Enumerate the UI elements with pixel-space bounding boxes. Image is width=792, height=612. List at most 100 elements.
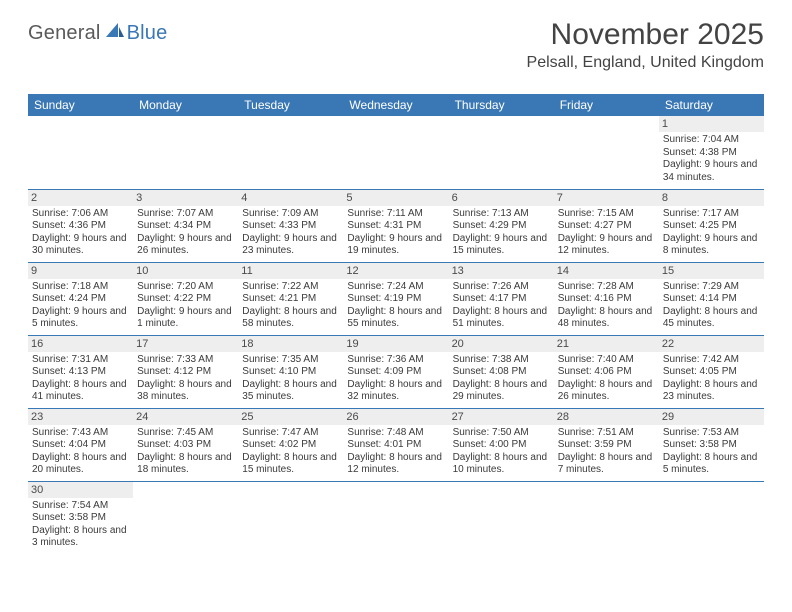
day-number: 17 [133, 336, 238, 352]
logo-text-general: General [28, 22, 101, 45]
sunset-text: Sunset: 4:34 PM [137, 220, 234, 233]
day-info: Sunrise: 7:53 AMSunset: 3:58 PMDaylight:… [663, 427, 760, 477]
calendar-day-cell [28, 116, 133, 189]
calendar-day-cell: 28 Sunrise: 7:51 AMSunset: 3:59 PMDayligh… [554, 408, 659, 481]
sunset-text: Sunset: 4:12 PM [137, 366, 234, 379]
weekday-header: Thursday [449, 94, 554, 116]
day-number: 28 [554, 409, 659, 425]
day-info: Sunrise: 7:15 AMSunset: 4:27 PMDaylight:… [558, 208, 655, 258]
sunset-text: Sunset: 4:33 PM [242, 220, 339, 233]
day-number: 12 [343, 263, 448, 279]
day-info: Sunrise: 7:51 AMSunset: 3:59 PMDaylight:… [558, 427, 655, 477]
sunrise-text: Sunrise: 7:50 AM [453, 427, 550, 440]
day-number: 22 [659, 336, 764, 352]
logo: General Blue [28, 22, 167, 45]
day-info: Sunrise: 7:48 AMSunset: 4:01 PMDaylight:… [347, 427, 444, 477]
day-info: Sunrise: 7:28 AMSunset: 4:16 PMDaylight:… [558, 281, 655, 331]
daylight-text: Daylight: 8 hours and 5 minutes. [663, 452, 760, 477]
day-info: Sunrise: 7:38 AMSunset: 4:08 PMDaylight:… [453, 354, 550, 404]
sunset-text: Sunset: 4:02 PM [242, 439, 339, 452]
day-number: 1 [659, 116, 764, 132]
sunrise-text: Sunrise: 7:20 AM [137, 281, 234, 294]
calendar-day-cell: 3Sunrise: 7:07 AMSunset: 4:34 PMDaylight… [133, 189, 238, 262]
calendar-day-cell: 8Sunrise: 7:17 AMSunset: 4:25 PMDaylight… [659, 189, 764, 262]
sunrise-text: Sunrise: 7:40 AM [558, 354, 655, 367]
sunset-text: Sunset: 4:03 PM [137, 439, 234, 452]
weekday-header-row: Sunday Monday Tuesday Wednesday Thursday… [28, 94, 764, 116]
calendar-page: General Blue November 2025 Pelsall, Engl… [0, 0, 792, 554]
weekday-header: Wednesday [343, 94, 448, 116]
sunset-text: Sunset: 4:10 PM [242, 366, 339, 379]
daylight-text: Daylight: 8 hours and 23 minutes. [663, 379, 760, 404]
daylight-text: Daylight: 9 hours and 5 minutes. [32, 306, 129, 331]
calendar-day-cell: 2Sunrise: 7:06 AMSunset: 4:36 PMDaylight… [28, 189, 133, 262]
calendar-day-cell: 24 Sunrise: 7:45 AMSunset: 4:03 PMDayligh… [133, 408, 238, 481]
title-block: November 2025 Pelsall, England, United K… [527, 18, 764, 72]
sunset-text: Sunset: 4:13 PM [32, 366, 129, 379]
daylight-text: Daylight: 8 hours and 58 minutes. [242, 306, 339, 331]
calendar-day-cell: 1 Sunrise: 7:04 AMSunset: 4:38 PMDaylight… [659, 116, 764, 189]
sunset-text: Sunset: 4:19 PM [347, 293, 444, 306]
daylight-text: Daylight: 8 hours and 3 minutes. [32, 525, 129, 550]
day-info: Sunrise: 7:24 AMSunset: 4:19 PMDaylight:… [347, 281, 444, 331]
day-info: Sunrise: 7:47 AMSunset: 4:02 PMDaylight:… [242, 427, 339, 477]
calendar-day-cell: 23Sunrise: 7:43 AMSunset: 4:04 PMDayligh… [28, 408, 133, 481]
sunset-text: Sunset: 4:04 PM [32, 439, 129, 452]
daylight-text: Daylight: 9 hours and 1 minute. [137, 306, 234, 331]
sunrise-text: Sunrise: 7:07 AM [137, 208, 234, 221]
day-number: 25 [238, 409, 343, 425]
day-number: 21 [554, 336, 659, 352]
sunrise-text: Sunrise: 7:13 AM [453, 208, 550, 221]
sunset-text: Sunset: 4:24 PM [32, 293, 129, 306]
weekday-header: Saturday [659, 94, 764, 116]
day-number: 24 [133, 409, 238, 425]
day-info: Sunrise: 7:35 AMSunset: 4:10 PMDaylight:… [242, 354, 339, 404]
day-info: Sunrise: 7:40 AMSunset: 4:06 PMDaylight:… [558, 354, 655, 404]
day-number: 13 [449, 263, 554, 279]
calendar-day-cell: 13Sunrise: 7:26 AMSunset: 4:17 PMDayligh… [449, 262, 554, 335]
sunrise-text: Sunrise: 7:26 AM [453, 281, 550, 294]
calendar-day-cell: 26Sunrise: 7:48 AMSunset: 4:01 PMDayligh… [343, 408, 448, 481]
daylight-text: Daylight: 8 hours and 48 minutes. [558, 306, 655, 331]
calendar-day-cell [449, 116, 554, 189]
sunset-text: Sunset: 4:31 PM [347, 220, 444, 233]
calendar-day-cell [133, 116, 238, 189]
daylight-text: Daylight: 8 hours and 55 minutes. [347, 306, 444, 331]
sunrise-text: Sunrise: 7:28 AM [558, 281, 655, 294]
sunset-text: Sunset: 4:38 PM [663, 147, 760, 160]
sunrise-text: Sunrise: 7:35 AM [242, 354, 339, 367]
calendar-day-cell [554, 481, 659, 554]
daylight-text: Daylight: 9 hours and 8 minutes. [663, 233, 760, 258]
calendar-day-cell: 25 Sunrise: 7:47 AMSunset: 4:02 PMDayligh… [238, 408, 343, 481]
header-row: General Blue November 2025 Pelsall, Engl… [28, 18, 764, 88]
day-info: Sunrise: 7:06 AMSunset: 4:36 PMDaylight:… [32, 208, 129, 258]
calendar-day-cell [238, 481, 343, 554]
calendar-day-cell: 16Sunrise: 7:31 AMSunset: 4:13 PMDayligh… [28, 335, 133, 408]
day-number: 27 [449, 409, 554, 425]
daylight-text: Daylight: 9 hours and 34 minutes. [663, 159, 760, 184]
daylight-text: Daylight: 8 hours and 51 minutes. [453, 306, 550, 331]
sunset-text: Sunset: 3:59 PM [558, 439, 655, 452]
sunrise-text: Sunrise: 7:53 AM [663, 427, 760, 440]
calendar-week-row: 2Sunrise: 7:06 AMSunset: 4:36 PMDaylight… [28, 189, 764, 262]
sail-icon [105, 22, 125, 45]
calendar-day-cell [554, 116, 659, 189]
day-info: Sunrise: 7:31 AMSunset: 4:13 PMDaylight:… [32, 354, 129, 404]
calendar-day-cell [343, 481, 448, 554]
sunset-text: Sunset: 4:25 PM [663, 220, 760, 233]
sunset-text: Sunset: 4:29 PM [453, 220, 550, 233]
day-info: Sunrise: 7:18 AMSunset: 4:24 PMDaylight:… [32, 281, 129, 331]
daylight-text: Daylight: 8 hours and 35 minutes. [242, 379, 339, 404]
day-info: Sunrise: 7:54 AMSunset: 3:58 PMDaylight:… [32, 500, 129, 550]
daylight-text: Daylight: 8 hours and 12 minutes. [347, 452, 444, 477]
daylight-text: Daylight: 9 hours and 12 minutes. [558, 233, 655, 258]
day-info: Sunrise: 7:43 AMSunset: 4:04 PMDaylight:… [32, 427, 129, 477]
calendar-day-cell: 10Sunrise: 7:20 AMSunset: 4:22 PMDayligh… [133, 262, 238, 335]
day-info: Sunrise: 7:04 AMSunset: 4:38 PMDaylight:… [663, 134, 760, 184]
day-info: Sunrise: 7:50 AMSunset: 4:00 PMDaylight:… [453, 427, 550, 477]
daylight-text: Daylight: 8 hours and 38 minutes. [137, 379, 234, 404]
day-number: 3 [133, 190, 238, 206]
sunrise-text: Sunrise: 7:36 AM [347, 354, 444, 367]
day-info: Sunrise: 7:45 AMSunset: 4:03 PMDaylight:… [137, 427, 234, 477]
calendar-day-cell: 30Sunrise: 7:54 AMSunset: 3:58 PMDayligh… [28, 481, 133, 554]
